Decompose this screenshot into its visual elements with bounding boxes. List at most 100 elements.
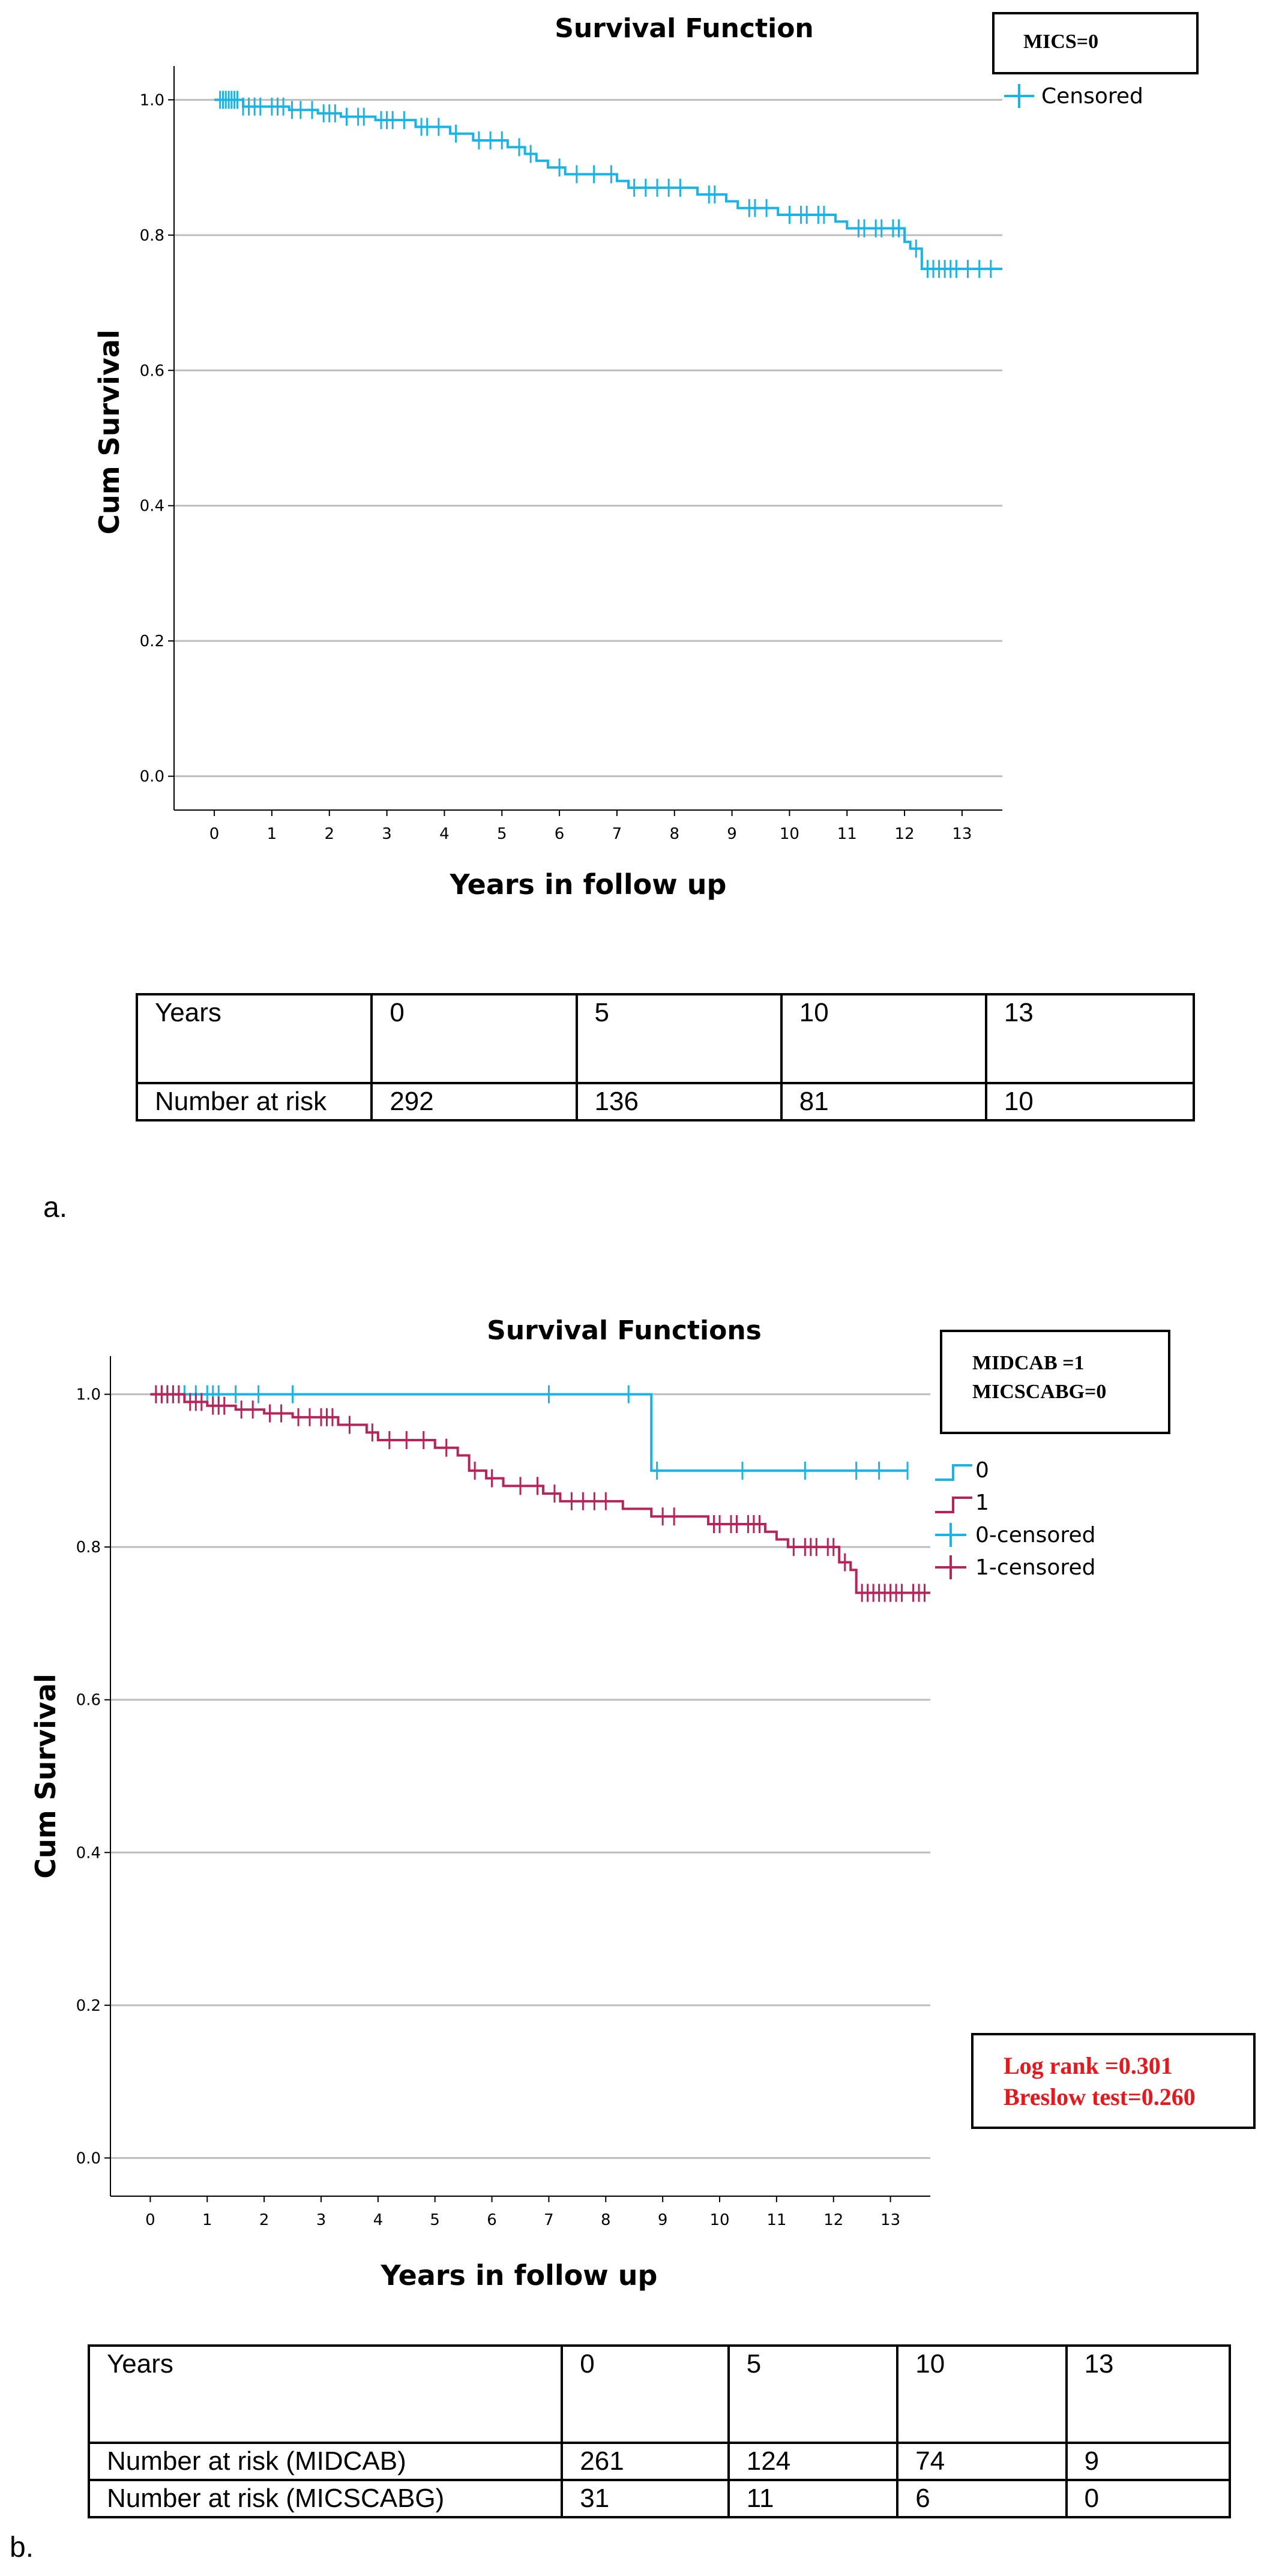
risk-table-a-row-label: Number at risk [135, 1082, 373, 1121]
x-tick-label: 9 [658, 2211, 668, 2229]
x-tick-label: 6 [555, 825, 565, 843]
risk-table-b-cell: 9 [1065, 2442, 1232, 2481]
chart-b-series [150, 1385, 930, 1602]
risk-table-a-header-row: Years 0 5 10 13 [135, 993, 1196, 1084]
risk-table-b-row: Number at risk (MIDCAB) 261 124 74 9 [87, 2442, 1232, 2481]
x-tick-label: 3 [382, 825, 392, 843]
chart-a-y-title: Cum Survival [93, 329, 125, 535]
x-tick-label: 7 [544, 2211, 554, 2229]
y-tick-label: 1.0 [76, 1386, 101, 1404]
x-tick-label: 11 [837, 825, 857, 843]
legend-censored-label: Censored [1041, 84, 1143, 109]
risk-table-b-cell: 261 [561, 2442, 730, 2481]
risk-table-a-year: 10 [780, 993, 987, 1084]
chart-a-group-box [992, 12, 1199, 74]
chart-b-y-title: Cum Survival [29, 1674, 62, 1879]
risk-table-a-row: Number at risk 292 136 81 10 [135, 1082, 1196, 1121]
risk-table-b-header-row: Years 0 5 10 13 [87, 2344, 1232, 2444]
survival-curve-1 [150, 1393, 930, 1594]
risk-table-a-header-label: Years [135, 993, 373, 1084]
y-tick-label: 0.4 [140, 497, 164, 515]
x-tick-label: 4 [373, 2211, 384, 2229]
risk-table-b-cell: 11 [727, 2479, 899, 2518]
risk-table-b-cell: 74 [896, 2442, 1068, 2481]
x-tick-label: 3 [316, 2211, 327, 2229]
chart-a-series [214, 91, 1002, 278]
survival-curve-0 [150, 1393, 908, 1472]
risk-table-b-row-label: Number at risk (MIDCAB) [87, 2442, 564, 2481]
risk-table-a-cell: 81 [780, 1082, 987, 1121]
risk-table-b: Years 0 5 10 13 Number at risk (MIDCAB) … [87, 2344, 1232, 2518]
x-tick-label: 13 [880, 2211, 900, 2229]
x-tick-label: 0 [145, 2211, 155, 2229]
risk-table-b-year: 10 [896, 2344, 1068, 2444]
y-tick-label: 1.0 [140, 91, 164, 109]
risk-table-a-year: 5 [575, 993, 783, 1084]
x-tick-label: 10 [709, 2211, 729, 2229]
chart-b-group-line-1: MIDCAB =1 [972, 1352, 1085, 1374]
chart-b-title: Survival Functions [487, 1315, 762, 1346]
y-tick-label: 0.0 [140, 768, 164, 786]
x-tick-label: 5 [497, 825, 507, 843]
risk-table-a-year: 0 [370, 993, 578, 1084]
y-tick-label: 0.2 [76, 1997, 101, 2015]
x-tick-label: 11 [766, 2211, 786, 2229]
x-tick-label: 1 [202, 2211, 212, 2229]
x-tick-label: 7 [612, 825, 622, 843]
legend-0-label: 0 [975, 1458, 989, 1483]
chart-b-group-line-2: MICSCABG=0 [972, 1381, 1106, 1403]
y-tick-label: 0.4 [76, 1844, 101, 1862]
risk-table-b-header-label: Years [87, 2344, 564, 2444]
x-tick-label: 8 [601, 2211, 611, 2229]
risk-table-b-row: Number at risk (MICSCABG) 31 11 6 0 [87, 2479, 1232, 2518]
legend-1-swatch [935, 1497, 972, 1513]
legend-1-censored-label: 1-censored [975, 1555, 1095, 1580]
x-tick-label: 4 [439, 825, 450, 843]
panel-b-label: b. [10, 2532, 34, 2563]
y-tick-label: 0.2 [140, 632, 164, 650]
chart-b-ticks: 0.00.20.40.60.81.00 1 2 3 4 5 6 7 8 9 10 11 12 13 [76, 1386, 901, 2229]
x-tick-label: 0 [209, 825, 220, 843]
x-tick-label: 10 [780, 825, 799, 843]
x-tick-label: 1 [267, 825, 277, 843]
chart-b-group-box [940, 1330, 1170, 1434]
risk-table-a-cell: 292 [370, 1082, 578, 1121]
y-tick-label: 0.6 [140, 362, 164, 380]
risk-table-a-year: 13 [984, 993, 1196, 1084]
legend-0-swatch [935, 1464, 972, 1481]
risk-table-b-year: 5 [727, 2344, 899, 2444]
panel-a-label: a. [43, 1192, 68, 1223]
x-tick-label: 12 [895, 825, 915, 843]
x-tick-label: 12 [823, 2211, 843, 2229]
survival-curve-Survival [214, 98, 1002, 271]
y-tick-label: 0.6 [76, 1692, 101, 1710]
x-tick-label: 2 [324, 825, 334, 843]
risk-table-b-cell: 6 [896, 2479, 1068, 2518]
legend-1-label: 1 [975, 1491, 989, 1515]
log-rank-text: Log rank =0.301 [1004, 2052, 1173, 2079]
chart-a-grid [174, 98, 1002, 778]
chart-a-legend: Censored [1004, 84, 1143, 109]
x-tick-label: 8 [669, 825, 679, 843]
risk-table-b-cell: 124 [727, 2442, 899, 2481]
chart-b: Survival Functions 0.00.20.40.60.81.00 1 2… [29, 1315, 1256, 2292]
x-tick-label: 13 [952, 825, 972, 843]
x-tick-label: 9 [727, 825, 737, 843]
chart-a-x-title: Years in follow up [450, 868, 727, 901]
x-tick-label: 2 [259, 2211, 269, 2229]
risk-table-b-cell: 31 [561, 2479, 730, 2518]
chart-a-ticks: 0.00.20.40.60.81.00 1 2 3 4 5 6 7 8 9 10 11 12 13 [140, 91, 972, 843]
breslow-text: Breslow test=0.260 [1004, 2083, 1196, 2110]
risk-table-a-cell: 10 [984, 1082, 1196, 1121]
chart-b-grid [110, 1393, 930, 2159]
chart-b-x-title: Years in follow up [381, 2259, 658, 2292]
stats-box [971, 2033, 1256, 2129]
y-tick-label: 0.0 [76, 2149, 101, 2167]
risk-table-a-cell: 136 [575, 1082, 783, 1121]
chart-a: Survival Function 0.00.20.40.60.81.00 1 2 3… [93, 12, 1199, 901]
chart-a-group-text: MICS=0 [1023, 31, 1098, 53]
x-tick-label: 6 [487, 2211, 497, 2229]
risk-table-b-cell: 0 [1065, 2479, 1232, 2518]
risk-table-b-year: 13 [1065, 2344, 1232, 2444]
